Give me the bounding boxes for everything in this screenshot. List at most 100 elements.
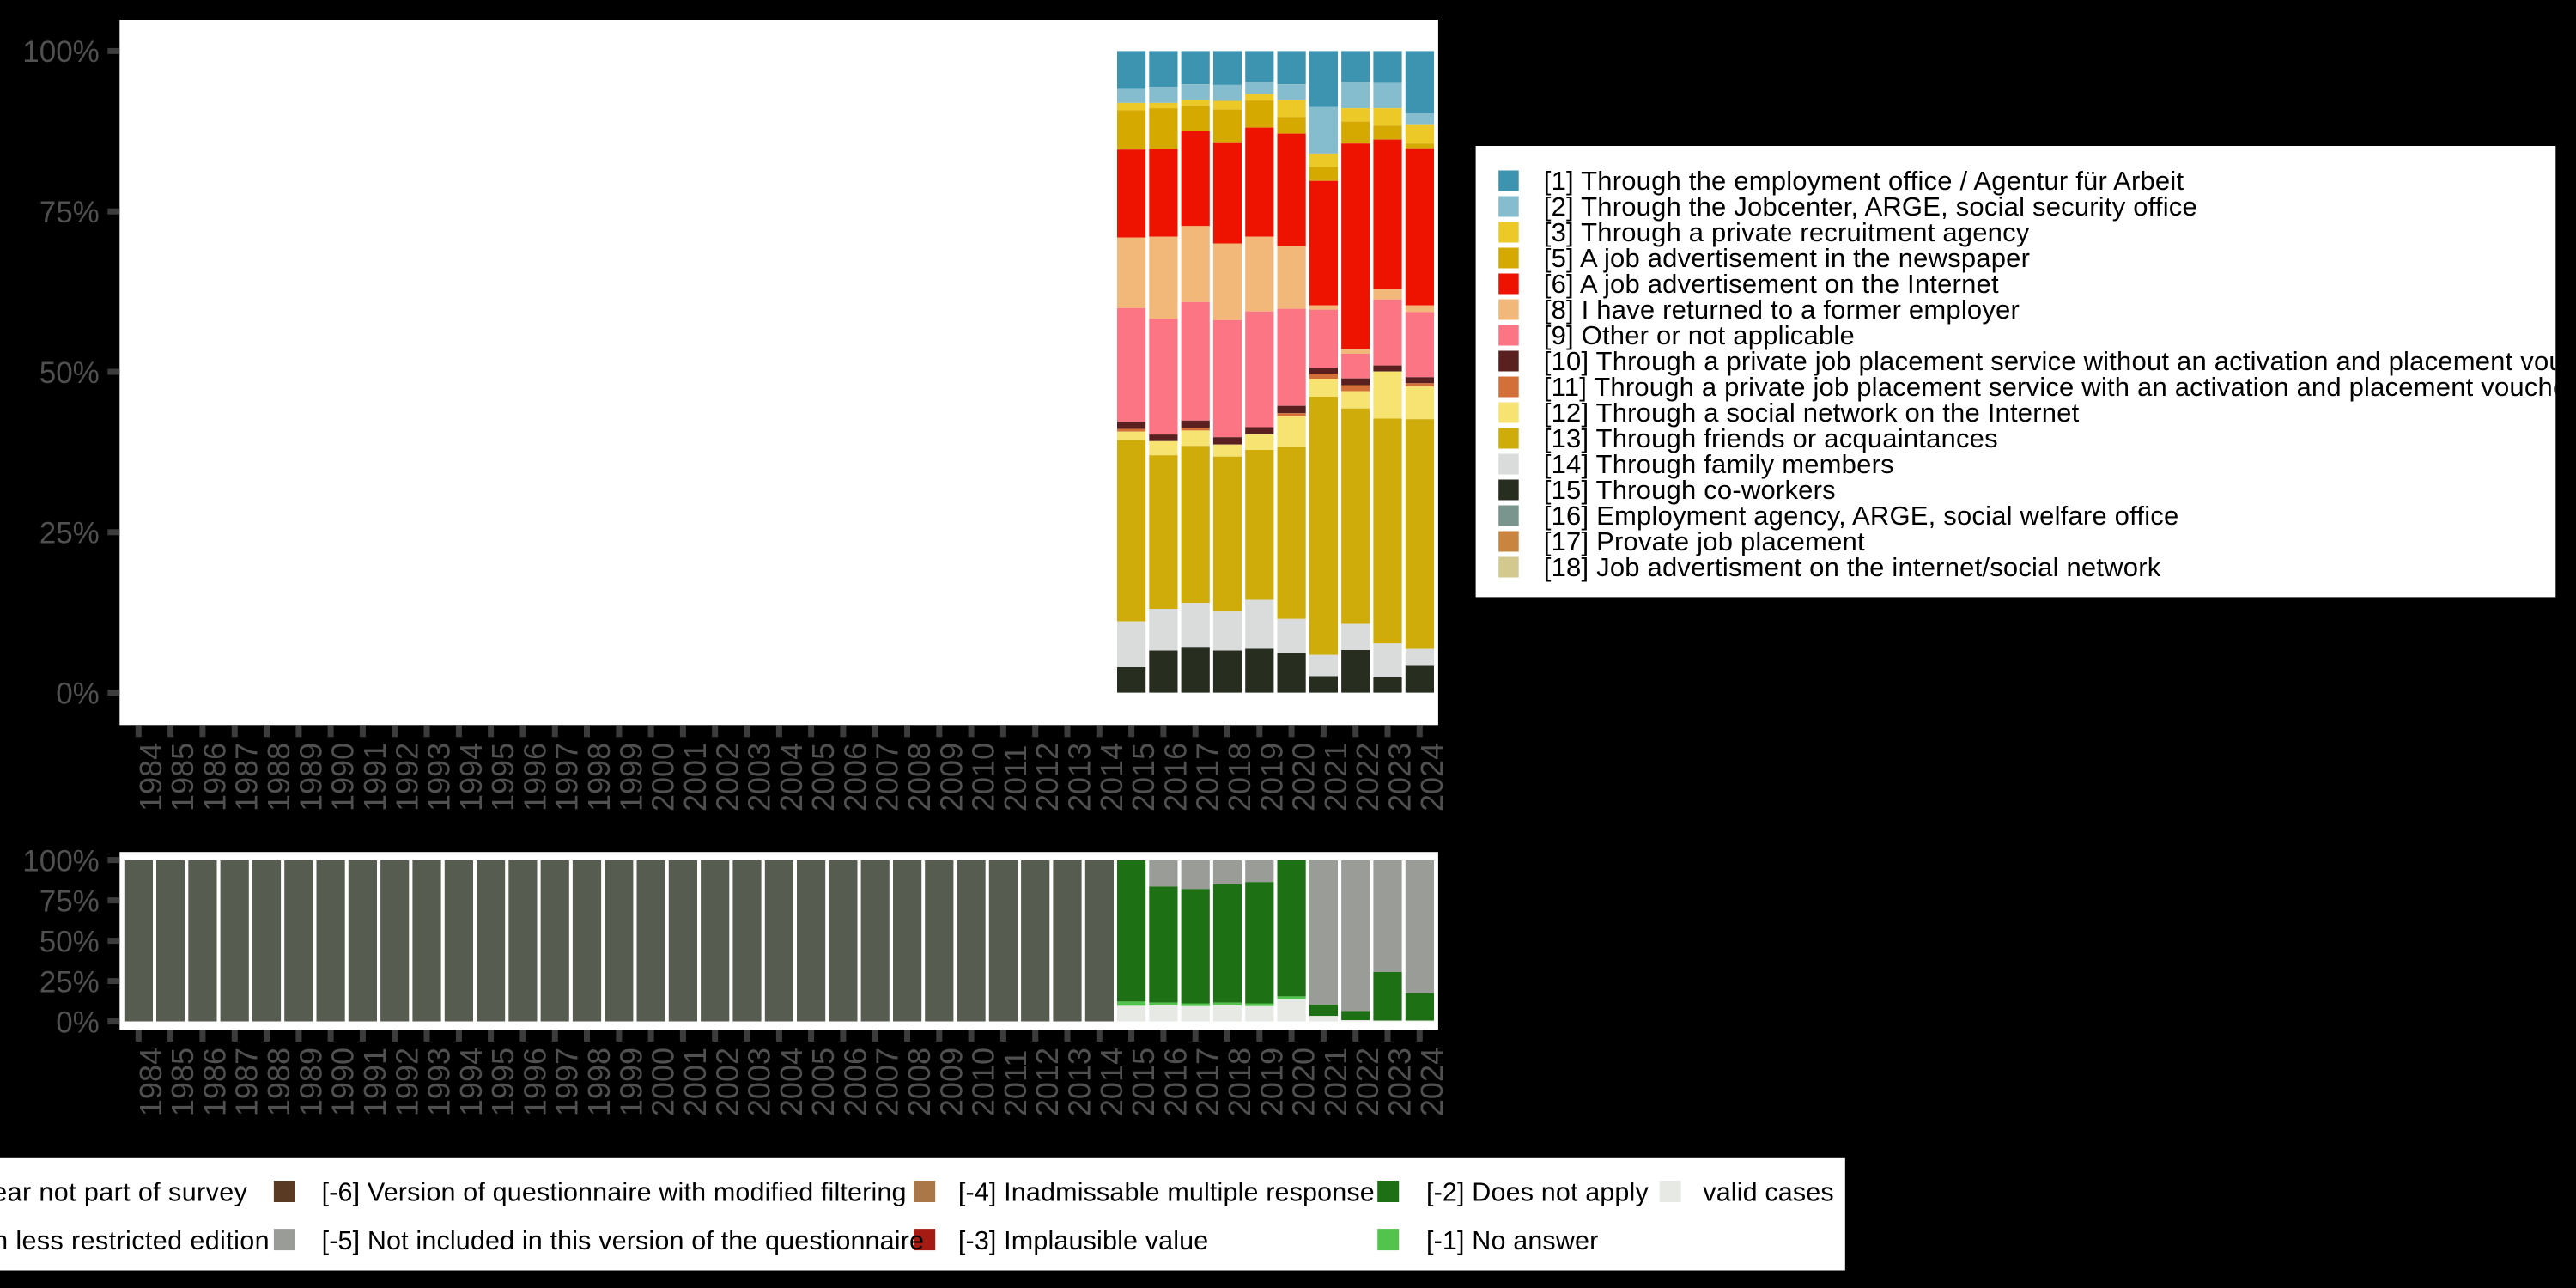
svg-text:1989: 1989	[293, 1048, 328, 1116]
svg-text:1986: 1986	[197, 743, 232, 811]
svg-text:1986: 1986	[197, 1048, 232, 1116]
svg-text:[14] Through family members: [14] Through family members	[1544, 449, 1894, 479]
svg-text:1992: 1992	[389, 743, 424, 811]
svg-text:1988: 1988	[261, 743, 296, 811]
svg-text:1998: 1998	[581, 1048, 617, 1116]
svg-text:2004: 2004	[774, 1048, 809, 1116]
svg-text:2022: 2022	[1350, 743, 1385, 811]
svg-text:1994: 1994	[453, 1048, 489, 1116]
svg-text:[-4] Inadmissable multiple res: [-4] Inadmissable multiple response	[958, 1178, 1375, 1207]
svg-text:1985: 1985	[165, 1048, 200, 1116]
svg-text:1990: 1990	[325, 1048, 361, 1116]
svg-text:2016: 2016	[1157, 1048, 1193, 1116]
svg-text:2013: 2013	[1062, 743, 1097, 811]
svg-text:2003: 2003	[742, 1048, 777, 1116]
svg-text:[-6] Version of questionnaire: [-6] Version of questionnaire with modif…	[322, 1178, 907, 1207]
svg-text:0%: 0%	[56, 1005, 100, 1039]
svg-text:[6] A job advertisement on the: [6] A job advertisement on the Internet	[1544, 269, 1999, 299]
svg-text:2017: 2017	[1190, 743, 1225, 811]
svg-text:2006: 2006	[837, 743, 872, 811]
svg-text:[11] Through a private job pla: [11] Through a private job placement ser…	[1544, 372, 2576, 402]
svg-text:1999: 1999	[613, 743, 648, 811]
svg-text:[-7] Only available in less re: [-7] Only available in less restricted e…	[0, 1226, 270, 1255]
svg-text:2010: 2010	[966, 1048, 1001, 1116]
svg-text:1991: 1991	[357, 743, 392, 811]
svg-text:2009: 2009	[933, 743, 969, 811]
svg-text:75%: 75%	[39, 884, 100, 918]
svg-text:1987: 1987	[229, 743, 264, 811]
svg-text:2002: 2002	[709, 743, 744, 811]
svg-text:2022: 2022	[1350, 1048, 1385, 1116]
svg-text:[12] Through a social network: [12] Through a social network on the Int…	[1544, 398, 2080, 428]
svg-text:2011: 2011	[998, 745, 1033, 811]
svg-text:100%: 100%	[22, 844, 100, 878]
svg-text:2010: 2010	[966, 743, 1001, 811]
svg-text:2018: 2018	[1222, 743, 1257, 811]
svg-text:1991: 1991	[357, 1048, 392, 1116]
svg-text:1985: 1985	[165, 743, 200, 811]
svg-text:50%: 50%	[39, 356, 100, 390]
svg-text:2007: 2007	[870, 743, 905, 811]
svg-text:[-2] Does not apply: [-2] Does not apply	[1426, 1178, 1649, 1207]
svg-text:[-3] Implausible value: [-3] Implausible value	[958, 1226, 1209, 1255]
svg-text:1995: 1995	[485, 1048, 520, 1116]
svg-text:2014: 2014	[1094, 1048, 1129, 1116]
svg-text:2008: 2008	[902, 743, 937, 811]
svg-text:2004: 2004	[774, 743, 809, 811]
svg-text:1988: 1988	[261, 1048, 296, 1116]
svg-text:2008: 2008	[902, 1048, 937, 1116]
svg-text:2001: 2001	[677, 743, 713, 811]
svg-text:2012: 2012	[1030, 1048, 1065, 1116]
svg-text:2000: 2000	[646, 743, 681, 811]
svg-text:2024: 2024	[1414, 743, 1449, 811]
svg-text:1997: 1997	[550, 743, 585, 811]
svg-text:2020: 2020	[1286, 1048, 1321, 1116]
svg-text:1992: 1992	[389, 1048, 424, 1116]
svg-text:2023: 2023	[1382, 743, 1418, 811]
svg-text:[13] Through friends or acquai: [13] Through friends or acquaintances	[1544, 423, 1998, 453]
svg-text:[16] Employment agency, ARGE,: [16] Employment agency, ARGE, social wel…	[1544, 501, 2179, 531]
svg-text:[-1] No answer: [-1] No answer	[1426, 1226, 1598, 1255]
svg-text:2024: 2024	[1414, 1048, 1449, 1116]
svg-text:2017: 2017	[1190, 1048, 1225, 1116]
svg-text:1997: 1997	[550, 1048, 585, 1116]
svg-text:1989: 1989	[293, 743, 328, 811]
svg-text:2020: 2020	[1286, 743, 1321, 811]
svg-text:1990: 1990	[325, 743, 361, 811]
svg-text:valid cases: valid cases	[1703, 1178, 1834, 1207]
svg-text:1998: 1998	[581, 743, 617, 811]
svg-text:50%: 50%	[39, 925, 100, 958]
svg-text:2007: 2007	[870, 1048, 905, 1116]
svg-text:1993: 1993	[422, 1048, 457, 1116]
svg-text:2021: 2021	[1318, 743, 1353, 811]
svg-text:2011: 2011	[998, 1050, 1033, 1116]
svg-text:1999: 1999	[613, 1048, 648, 1116]
svg-text:2015: 2015	[1126, 743, 1161, 811]
svg-text:2000: 2000	[646, 1048, 681, 1116]
svg-text:75%: 75%	[39, 196, 100, 229]
svg-text:2005: 2005	[805, 743, 841, 811]
svg-text:25%: 25%	[39, 517, 100, 550]
svg-text:[8] I have returned to a forme: [8] I have returned to a former employer	[1544, 295, 2020, 325]
svg-text:[10] Through a private job pla: [10] Through a private job placement ser…	[1544, 346, 2576, 376]
svg-text:[3] Through a private recruitm: [3] Through a private recruitment agency	[1544, 217, 2030, 247]
svg-text:[-8] Question this year not pa: [-8] Question this year not part of surv…	[0, 1178, 248, 1207]
svg-text:[18] Job advertisment on the i: [18] Job advertisment on the internet/so…	[1544, 552, 2161, 582]
svg-text:[15] Through co-workers: [15] Through co-workers	[1544, 475, 1836, 505]
svg-text:1994: 1994	[453, 743, 489, 811]
svg-text:2009: 2009	[933, 1048, 969, 1116]
svg-text:1993: 1993	[422, 743, 457, 811]
svg-text:[17] Provate job placement: [17] Provate job placement	[1544, 526, 1865, 556]
svg-text:2003: 2003	[742, 743, 777, 811]
svg-text:[5] A job advertisement in the: [5] A job advertisement in the newspaper	[1544, 243, 2030, 273]
svg-text:1984: 1984	[133, 1048, 168, 1116]
svg-text:[-5] Not included in this vers: [-5] Not included in this version of the…	[322, 1226, 925, 1255]
svg-text:2019: 2019	[1254, 1048, 1289, 1116]
svg-text:2012: 2012	[1030, 743, 1065, 811]
svg-text:1995: 1995	[485, 743, 520, 811]
svg-text:2013: 2013	[1062, 1048, 1097, 1116]
svg-text:1984: 1984	[133, 743, 168, 811]
svg-text:[2] Through the Jobcenter, ARG: [2] Through the Jobcenter, ARGE, social …	[1544, 191, 2197, 222]
svg-text:2019: 2019	[1254, 743, 1289, 811]
svg-text:0%: 0%	[56, 677, 100, 710]
